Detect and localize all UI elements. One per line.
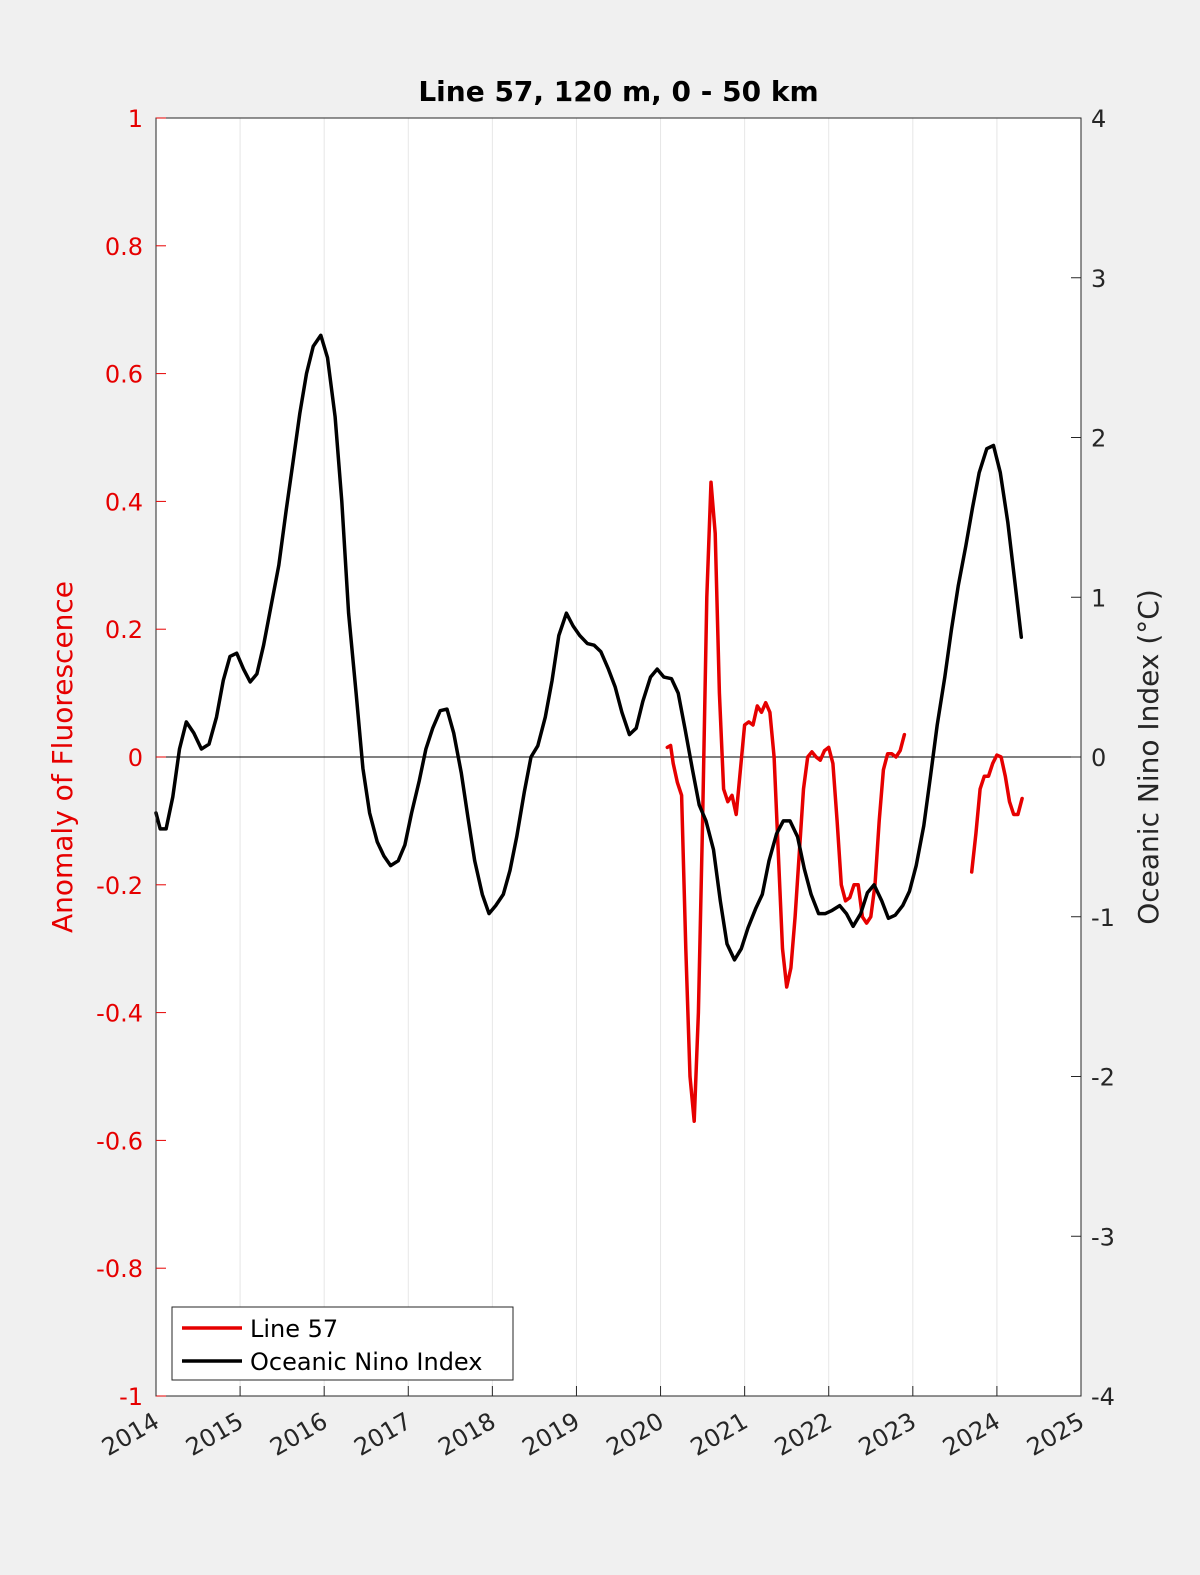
- y-right-tick-label-2: 2: [1091, 425, 1106, 453]
- left-axis: -1 -0.8 -0.6 -0.4 -0.2 0 0.2 0.4 0.6 0.8 1: [96, 105, 166, 1411]
- y-left-tick-label-0-4: 0.4: [105, 488, 143, 516]
- legend-box: [171, 1306, 514, 1381]
- series-oceanic-nino-index: [154, 333, 1024, 962]
- y-left-tick-label-0-8: 0.8: [105, 233, 143, 261]
- legend-label-line-57: Line 57: [250, 1315, 338, 1343]
- y-right-tick-label-3: 3: [1091, 265, 1106, 293]
- y-right-tick-label-1: -1: [1091, 904, 1115, 932]
- y-axis-left-label: Anomaly of Fluorescence: [46, 581, 79, 933]
- series-layer: [154, 333, 1024, 1123]
- y-left-tick-label-0-2: 0.2: [105, 616, 143, 644]
- y-left-tick-label-0-2: -0.2: [96, 872, 143, 900]
- y-left-tick-label-1: 1: [128, 105, 143, 133]
- y-left-tick-label-0-6: -0.6: [96, 1127, 143, 1155]
- y-right-tick-label-0: 0: [1091, 744, 1106, 772]
- y-right-tick-label-1: 1: [1091, 584, 1106, 612]
- series-line-57: [665, 480, 1024, 1123]
- series-line-line-57-1: [665, 480, 907, 1123]
- series-line-oceanic-nino-index-1: [154, 333, 1024, 962]
- series-line-line-57-2: [969, 753, 1024, 874]
- y-left-tick-label-0-4: -0.4: [96, 1000, 143, 1028]
- y-left-tick-label-1: -1: [119, 1383, 143, 1411]
- right-axis: -4 -3 -2 -1 0 1 2 3 4: [1071, 105, 1115, 1411]
- y-right-tick-label-4: -4: [1091, 1383, 1115, 1411]
- chart-title: Line 57, 120 m, 0 - 50 km: [418, 75, 818, 108]
- y-left-tick-label-0-8: -0.8: [96, 1255, 143, 1283]
- legend: Line 57 Oceanic Nino Index: [171, 1306, 514, 1381]
- y-right-tick-label-2: -2: [1091, 1064, 1115, 1092]
- y-left-tick-label-0-6: 0.6: [105, 361, 143, 389]
- legend-label-oceanic-nino-index: Oceanic Nino Index: [250, 1348, 482, 1376]
- y-left-tick-label-0: 0: [128, 744, 143, 772]
- y-axis-right-label: Oceanic Nino Index (°C): [1132, 589, 1165, 925]
- y-right-tick-label-4: 4: [1091, 105, 1106, 133]
- y-right-tick-label-3: -3: [1091, 1223, 1115, 1251]
